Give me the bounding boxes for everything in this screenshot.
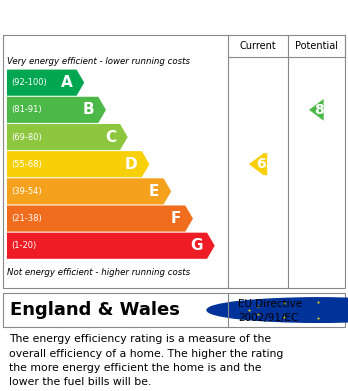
Text: A: A [61, 75, 72, 90]
Polygon shape [249, 153, 267, 175]
Polygon shape [309, 99, 324, 121]
Circle shape [207, 298, 348, 322]
Text: (1-20): (1-20) [11, 241, 37, 250]
Text: Very energy efficient - lower running costs: Very energy efficient - lower running co… [7, 57, 190, 66]
Text: Energy Efficiency Rating: Energy Efficiency Rating [9, 7, 238, 25]
Text: EU Directive: EU Directive [238, 300, 302, 309]
Text: (39-54): (39-54) [11, 187, 42, 196]
Text: The energy efficiency rating is a measure of the
overall efficiency of a home. T: The energy efficiency rating is a measur… [9, 334, 283, 387]
Text: F: F [171, 211, 181, 226]
Text: E: E [149, 184, 159, 199]
Polygon shape [7, 206, 193, 231]
Text: Current: Current [240, 41, 276, 51]
Polygon shape [7, 97, 106, 123]
Text: (81-91): (81-91) [11, 105, 42, 114]
Text: Not energy efficient - higher running costs: Not energy efficient - higher running co… [7, 268, 190, 277]
Polygon shape [7, 70, 84, 96]
Text: G: G [190, 238, 203, 253]
Polygon shape [7, 178, 171, 204]
Text: B: B [82, 102, 94, 117]
Polygon shape [7, 124, 128, 150]
Polygon shape [7, 151, 150, 177]
Text: D: D [125, 157, 138, 172]
Text: 2002/91/EC: 2002/91/EC [238, 313, 299, 323]
Polygon shape [7, 233, 215, 259]
Text: 65: 65 [256, 157, 275, 171]
Text: Potential: Potential [295, 41, 338, 51]
Text: (92-100): (92-100) [11, 78, 47, 87]
Text: C: C [105, 129, 116, 145]
Text: (69-80): (69-80) [11, 133, 42, 142]
Text: (55-68): (55-68) [11, 160, 42, 169]
Text: (21-38): (21-38) [11, 214, 42, 223]
Text: 89: 89 [314, 103, 333, 117]
Text: England & Wales: England & Wales [10, 301, 180, 319]
